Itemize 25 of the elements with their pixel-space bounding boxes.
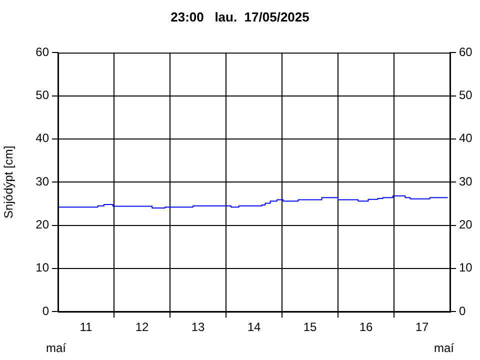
x-tick-label: 13 [191, 320, 205, 334]
y2-tick-label: 0 [459, 304, 466, 318]
y-tick-label: 40 [36, 131, 50, 146]
x-tick-label: 17 [415, 320, 429, 334]
y-tick-label: 10 [36, 260, 50, 275]
x-tick-label: 15 [303, 320, 317, 334]
y2-tick-label: 30 [459, 174, 473, 188]
text: maí [46, 340, 67, 355]
y-tick-label: 60 [36, 44, 50, 59]
x-tick-label: 16 [359, 320, 373, 334]
y-axis-title: Snjódýpt [cm] [2, 146, 16, 218]
y-tick-label: 50 [36, 88, 50, 102]
y2-tick-label: 60 [459, 44, 473, 59]
y-tick-label: 0 [42, 304, 50, 318]
y2-tick-label: 20 [459, 218, 473, 232]
text: maí [434, 340, 455, 355]
chart-title: 23:00 lau. 17/05/2025 [170, 9, 310, 24]
y2-tick-label: 10 [459, 260, 473, 275]
y-tick-label: 30 [36, 174, 50, 188]
x-tick-label: 12 [135, 320, 149, 334]
x-tick-label: 14 [247, 320, 261, 334]
y2-tick-label: 50 [459, 88, 473, 102]
y-tick-label: 20 [36, 218, 50, 232]
x-tick-label: 11 [80, 320, 93, 334]
y2-tick-label: 40 [459, 131, 473, 146]
